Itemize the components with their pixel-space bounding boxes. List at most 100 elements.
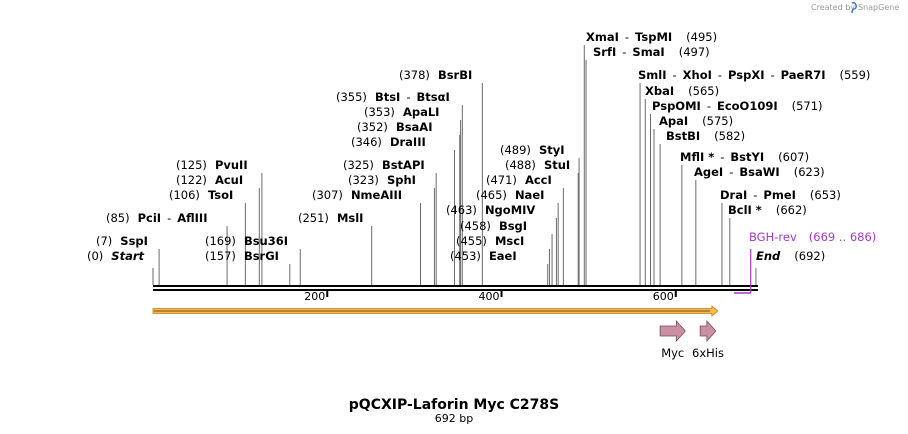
- site-label-text: (378) BsrBI: [399, 68, 472, 82]
- site-msci[interactable]: (455) MscI: [456, 234, 524, 248]
- site-end[interactable]: End (692): [756, 249, 825, 263]
- site-bsrbi[interactable]: (378) BsrBI: [399, 68, 472, 82]
- site-bsrgi[interactable]: (157) BsrGI: [205, 249, 279, 263]
- site-position: (352): [357, 120, 388, 134]
- site-nmeaiii[interactable]: (307) NmeAIII: [312, 188, 402, 202]
- site-position: (455): [456, 234, 487, 248]
- site-position: (355): [336, 90, 367, 104]
- site-label-text: ApaI (575): [659, 114, 733, 128]
- site-label-text: (465) NaeI: [476, 188, 544, 202]
- site-name: MslI: [337, 211, 364, 225]
- site-name: AgeI: [694, 165, 723, 179]
- site-position: (106): [169, 188, 200, 202]
- site-naei[interactable]: (465) NaeI: [476, 188, 544, 202]
- site-position: (582): [714, 129, 745, 143]
- site-bsu36i[interactable]: (169) Bsu36I: [205, 234, 288, 248]
- site-acci[interactable]: (471) AccI: [486, 173, 552, 187]
- site-bstapi[interactable]: (325) BstAPI: [343, 158, 425, 172]
- orf-arrow[interactable]: [152, 305, 719, 317]
- site-label-text: SrfI - SmaI (497): [593, 45, 710, 59]
- site-btsi[interactable]: (355) BtsI - BtsαI: [336, 90, 450, 104]
- site-drai[interactable]: DraI - PmeI (653): [720, 188, 841, 202]
- site-name: PvuII: [215, 158, 248, 172]
- site-name: EcoO109I: [717, 99, 778, 113]
- site-position: (169): [205, 234, 236, 248]
- primer-label: BGH-rev (669 .. 686): [749, 230, 876, 244]
- site-msli[interactable]: (251) MslI: [298, 211, 363, 225]
- site-position: -: [167, 211, 171, 225]
- site-tsoi[interactable]: (106) TsoI: [169, 188, 233, 202]
- site-apai[interactable]: ApaI (575): [659, 114, 733, 128]
- site-label-text: (323) SphI: [348, 173, 416, 187]
- site-ngomiv[interactable]: (463) NgoMIV: [446, 203, 535, 217]
- feature-label: Myc: [661, 346, 684, 360]
- site-position: -: [625, 30, 629, 44]
- site-position: (692): [794, 249, 825, 263]
- site-name: SrfI: [593, 45, 616, 59]
- primer-bgh-rev[interactable]: BGH-rev (669 .. 686): [733, 230, 876, 294]
- snapgene-logo-icon: [851, 2, 857, 14]
- primer-range: (669 .. 686): [809, 230, 877, 244]
- site-position: (453): [450, 249, 481, 263]
- site-label-text: (355) BtsI - BtsαI: [336, 90, 450, 104]
- site-name: Start: [111, 249, 144, 263]
- site-apali[interactable]: (353) ApaLI: [364, 105, 439, 119]
- site-eaei[interactable]: (453) EaeI: [450, 249, 517, 263]
- site-position: -: [622, 45, 626, 59]
- credit[interactable]: Created by SnapGene: [811, 2, 899, 14]
- site-name: PmeI: [763, 188, 796, 202]
- site-bcli[interactable]: BclI * (662): [728, 203, 807, 217]
- plasmid-title: pQCXIP-Laforin Myc C278S: [349, 397, 559, 413]
- site-label-text: (7) SspI: [96, 234, 148, 248]
- feature-myc[interactable]: Myc: [659, 319, 686, 360]
- site-srfi[interactable]: SrfI - SmaI (497): [593, 45, 710, 59]
- site-name: NmeAIII: [351, 188, 402, 202]
- site-styi[interactable]: (489) StyI: [500, 143, 565, 157]
- site-position: (7): [96, 234, 112, 248]
- site-label-text: XbaI (565): [645, 84, 719, 98]
- site-sphi[interactable]: (323) SphI: [348, 173, 416, 187]
- site-label-text: PspOMI - EcoO109I (571): [652, 99, 823, 113]
- site-label-text: BstBI (582): [666, 129, 745, 143]
- site-xbai[interactable]: XbaI (565): [645, 84, 719, 98]
- site-bstbi[interactable]: BstBI (582): [666, 129, 745, 143]
- site-position: -: [720, 150, 724, 164]
- site-mfli[interactable]: MflI * - BstYI (607): [680, 150, 809, 164]
- site-position: (575): [702, 114, 733, 128]
- site-name: SmlI: [638, 68, 667, 82]
- site-position: (497): [679, 45, 710, 59]
- feature-6xhis[interactable]: 6xHis: [692, 319, 724, 360]
- site-acui[interactable]: (122) AcuI: [176, 173, 243, 187]
- site-name: DraIII: [390, 135, 426, 149]
- site-position: -: [771, 68, 775, 82]
- site-label-text: (488) StuI: [505, 158, 570, 172]
- site-position: (157): [205, 249, 236, 263]
- site-sspi[interactable]: (7) SspI: [96, 234, 148, 248]
- site-label-text: XmaI - TspMI (495): [586, 30, 717, 44]
- site-position: -: [753, 188, 757, 202]
- site-name: BstAPI: [382, 158, 425, 172]
- site-position: -: [707, 99, 711, 113]
- site-position: (378): [399, 68, 430, 82]
- site-draiii[interactable]: (346) DraIII: [351, 135, 426, 149]
- site-name: XmaI: [586, 30, 619, 44]
- site-position: (0): [87, 249, 103, 263]
- site-bsgi[interactable]: (458) BsgI: [460, 219, 527, 233]
- site-label-text: (463) NgoMIV: [446, 203, 535, 217]
- site-pcii[interactable]: (85) PciI - AflIII: [106, 211, 208, 225]
- site-name: BsrBI: [438, 68, 472, 82]
- site-label-text: DraI - PmeI (653): [720, 188, 841, 202]
- site-pspomi[interactable]: PspOMI - EcoO109I (571): [652, 99, 823, 113]
- site-start[interactable]: (0) Start: [87, 249, 145, 263]
- site-position: (488): [505, 158, 536, 172]
- site-bsaai[interactable]: (352) BsaAI: [357, 120, 433, 134]
- plasmid-length: 692 bp: [435, 412, 473, 425]
- site-xmai[interactable]: XmaI - TspMI (495): [586, 30, 717, 44]
- feature-arrow-shape: [699, 319, 717, 343]
- site-agei[interactable]: AgeI - BsaWI (623): [694, 165, 825, 179]
- site-pvuii[interactable]: (125) PvuII: [176, 158, 248, 172]
- site-position: (346): [351, 135, 382, 149]
- site-smli[interactable]: SmlI - XhoI - PspXI - PaeR7I (559): [638, 68, 870, 82]
- site-stui[interactable]: (488) StuI: [505, 158, 570, 172]
- site-label-text: (455) MscI: [456, 234, 524, 248]
